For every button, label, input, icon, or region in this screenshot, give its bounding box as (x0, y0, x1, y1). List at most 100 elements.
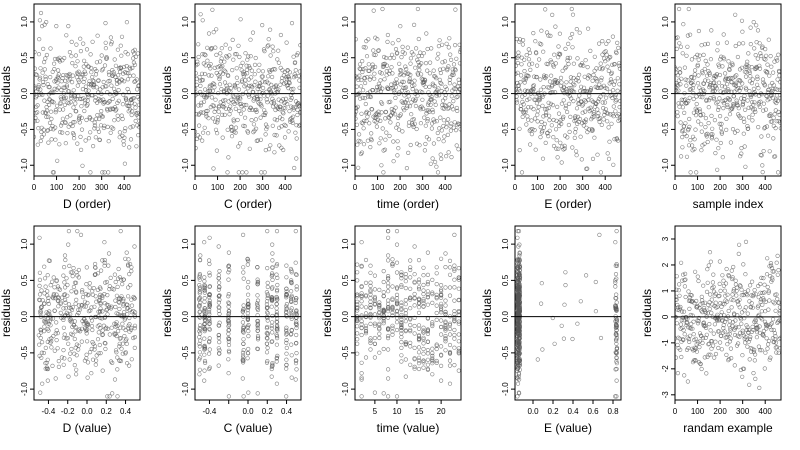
x-tick-label: 300 (416, 183, 430, 192)
data-point (705, 62, 710, 67)
data-point (98, 351, 103, 356)
data-point (411, 52, 416, 57)
data-point (40, 70, 45, 75)
data-point (739, 146, 744, 151)
data-point (65, 115, 70, 120)
data-point (228, 108, 233, 113)
data-point (380, 64, 386, 69)
data-point (121, 139, 126, 144)
data-point (431, 141, 437, 146)
points-D-value (36, 229, 138, 399)
data-point (107, 332, 112, 337)
data-point (684, 134, 689, 139)
data-point (449, 104, 455, 109)
data-point (447, 102, 452, 107)
data-point (216, 346, 221, 351)
data-point (731, 94, 737, 99)
data-point (732, 130, 738, 135)
data-point (86, 88, 91, 93)
data-point (394, 394, 400, 399)
data-point (751, 371, 756, 376)
data-point (517, 268, 522, 273)
data-point (701, 112, 706, 117)
data-point (119, 277, 124, 282)
data-point (202, 275, 207, 280)
data-point (724, 299, 730, 304)
data-point (104, 56, 109, 61)
data-point (294, 367, 299, 372)
data-point (716, 146, 721, 151)
data-point (390, 85, 396, 91)
data-point (753, 92, 758, 97)
data-point (770, 70, 776, 75)
data-point (217, 75, 222, 80)
data-point (284, 345, 289, 351)
data-point (284, 310, 289, 316)
data-point (411, 117, 417, 122)
data-point (703, 310, 709, 315)
data-point (121, 277, 126, 282)
data-point (377, 321, 382, 327)
data-point (406, 94, 411, 99)
data-point (84, 352, 89, 357)
data-point (740, 29, 745, 34)
data-point (603, 107, 609, 112)
data-point (734, 100, 740, 105)
data-point (123, 126, 128, 131)
data-point (753, 376, 758, 382)
data-point (222, 80, 228, 85)
data-point (88, 52, 93, 57)
data-point (433, 159, 438, 165)
data-point (286, 129, 291, 134)
data-point (403, 329, 408, 334)
data-point (242, 102, 247, 108)
data-point (771, 269, 777, 274)
data-point (208, 88, 213, 93)
data-point (217, 348, 222, 353)
data-point (42, 264, 47, 269)
data-point (604, 41, 609, 46)
data-point (684, 83, 689, 88)
data-point (564, 80, 569, 85)
data-point (278, 32, 284, 38)
data-point (217, 305, 222, 310)
data-point (600, 38, 605, 44)
data-point (602, 50, 607, 55)
data-point (597, 119, 602, 124)
data-point (518, 73, 524, 78)
data-point (195, 112, 199, 117)
data-point (372, 341, 378, 347)
data-point (399, 325, 404, 330)
data-point (265, 311, 270, 316)
data-point (728, 328, 733, 333)
data-point (254, 126, 259, 131)
data-point (386, 327, 391, 332)
data-point (753, 319, 758, 324)
data-point (682, 131, 687, 137)
data-point (254, 107, 259, 112)
data-point (698, 88, 704, 93)
data-point (258, 97, 263, 102)
data-point (683, 121, 688, 126)
data-point (246, 329, 251, 334)
data-point (294, 340, 299, 346)
data-point (562, 146, 567, 151)
data-point (368, 263, 373, 268)
data-point (434, 346, 439, 352)
x-tick-label: 0.2 (262, 407, 274, 416)
data-point (763, 53, 769, 58)
data-point (717, 121, 722, 126)
data-point (394, 327, 400, 333)
x-tick-label: 400 (118, 183, 132, 192)
data-point (431, 68, 436, 73)
data-point (44, 310, 49, 315)
y-tick-label: 1.0 (501, 238, 510, 250)
data-point (82, 326, 88, 331)
data-point (270, 285, 275, 290)
data-point (756, 93, 762, 98)
data-point (226, 342, 232, 348)
data-point (574, 153, 579, 158)
data-point (235, 117, 240, 123)
data-point (287, 70, 293, 75)
data-point (245, 301, 251, 306)
